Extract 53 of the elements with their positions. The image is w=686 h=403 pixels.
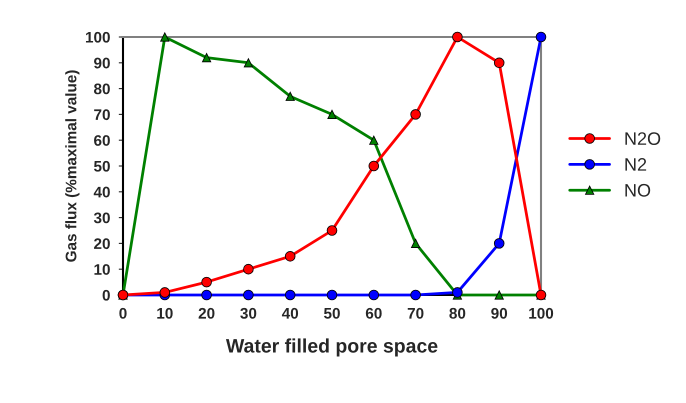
point [452,32,463,42]
y-tick-label: 60 [94,135,110,146]
point [410,290,421,300]
y-tick-label: 50 [94,160,110,172]
y-axis-title: Gas flux (%maximal value) [65,70,80,262]
y-tick-label: 20 [94,238,110,250]
y-tick-label: 30 [94,212,110,224]
point [536,32,546,42]
point [368,160,380,172]
legend-label: N2 [625,158,646,171]
x-tick-label: 100 [529,308,554,319]
x-tick-label: 10 [157,308,173,319]
point [243,290,254,300]
x-tick-label: 50 [324,308,340,319]
y-tick-label: 80 [94,83,110,94]
point [494,290,504,300]
point [160,32,170,42]
x-tick-label: 40 [282,308,298,319]
point [327,110,337,119]
x-tick-label: 20 [198,308,214,319]
x-tick-label: 80 [449,308,466,319]
point [368,290,380,300]
point [494,58,504,68]
point [326,225,338,236]
x-tick-label: 30 [240,308,256,319]
y-tick-label: 90 [94,58,110,68]
y-tick-label: 0 [102,290,110,301]
point [284,290,296,300]
legend-label: NO [625,184,650,197]
x-tick-label: 70 [408,308,424,319]
point [326,290,338,300]
point [244,58,253,68]
point [410,109,421,120]
point [284,251,296,262]
x-tick-label: 90 [491,308,508,319]
y-tick-label: 40 [94,186,110,198]
y-tick-label: 100 [86,32,110,43]
y-tick-label: 10 [94,264,110,275]
point [202,53,212,62]
legend-label: N2O [625,132,660,145]
x-tick-label: 60 [366,308,382,319]
point [452,287,463,298]
point [411,238,420,248]
point [286,92,295,101]
y-tick-label: 70 [94,109,110,120]
point [201,290,212,300]
point [243,264,254,274]
point [494,238,504,249]
x-tick-label: 0 [119,308,127,319]
point [201,276,212,288]
x-axis-title: Water filled pore space [226,338,438,357]
point [160,287,170,298]
point [369,136,378,145]
